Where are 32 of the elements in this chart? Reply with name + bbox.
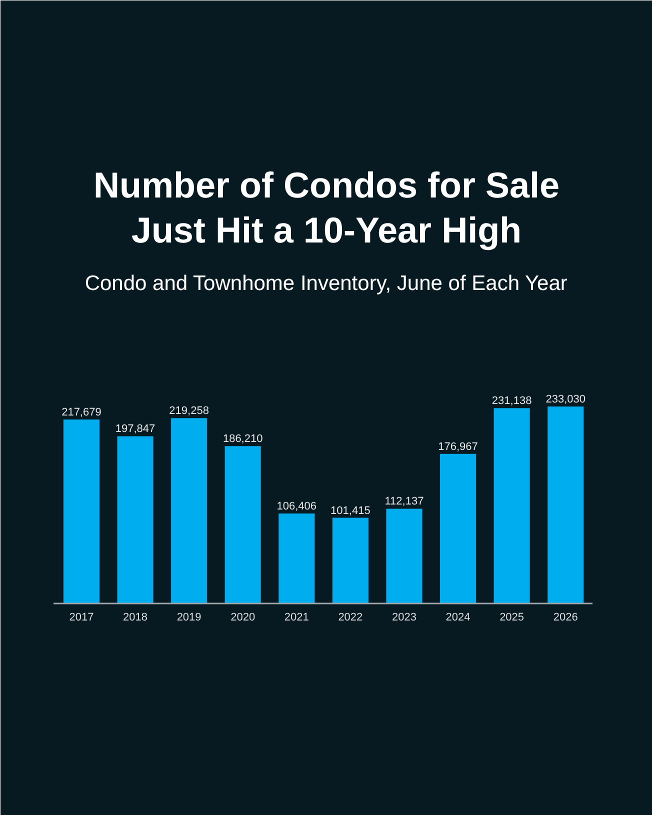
data-label: 176,967: [438, 440, 478, 453]
data-label: 186,210: [222, 433, 263, 446]
x-tick-label: 2019: [176, 612, 202, 624]
data-label: 231,138: [492, 395, 532, 408]
data-label: 101,415: [330, 504, 370, 517]
bar: [278, 514, 315, 604]
x-tick-label: 2017: [69, 612, 94, 624]
data-label: 106,406: [276, 500, 317, 513]
data-label: 197,847: [115, 423, 156, 436]
data-label: 233,030: [546, 394, 586, 406]
chart-title: Number of Condos for Sale Just Hit a 10-Year High: [93, 164, 560, 251]
data-label: 219,258: [169, 405, 209, 418]
bar: [117, 436, 154, 604]
x-tick-label: 2022: [338, 612, 363, 624]
bar: [440, 454, 476, 604]
x-tick-label: 2018: [123, 612, 148, 624]
bar: [332, 518, 368, 604]
data-label: 112,137: [384, 496, 424, 508]
bar: [63, 419, 100, 604]
bar: [494, 408, 530, 604]
x-tick-label: 2024: [446, 612, 470, 624]
x-tick-label: 2026: [553, 612, 578, 624]
bar: [171, 418, 208, 604]
data-label: 217,679: [62, 406, 102, 418]
bar: [224, 446, 261, 604]
x-tick-label: 2020: [230, 612, 256, 624]
chart-subtitle: Condo and Townhome Inventory, June of Each Year: [84, 272, 568, 295]
x-tick-label: 2021: [284, 612, 309, 624]
x-tick-label: 2025: [500, 612, 524, 624]
x-tick-label: 2023: [392, 612, 416, 624]
bar: [386, 508, 422, 604]
bar: [548, 406, 584, 604]
